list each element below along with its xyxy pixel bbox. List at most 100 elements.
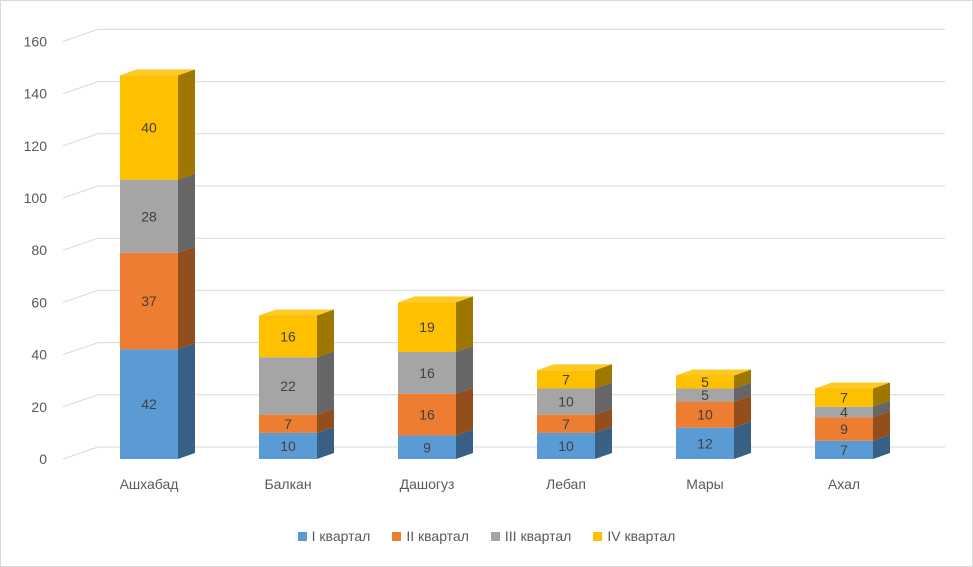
data-label: 40: [141, 120, 157, 136]
bar-segment-side: [317, 408, 334, 433]
data-label: 37: [141, 293, 157, 309]
y-tick-label: 0: [39, 451, 47, 467]
data-label: 5: [701, 374, 709, 390]
stacked-bar-chart: 0 20 40 60 80 100 120 140 160 42 37 28 40 Ашхабад 10 7 2…: [24, 28, 945, 492]
gridline: [62, 28, 945, 42]
bar-segment-side: [178, 246, 195, 350]
gridline: [62, 185, 945, 199]
bar-segment: [398, 302, 456, 352]
bar-segment-side: [317, 351, 334, 415]
bar-segment-top: [815, 382, 890, 389]
bar-segment-side: [595, 382, 612, 415]
bar-segment-side: [734, 395, 751, 428]
data-label: 10: [280, 438, 296, 454]
x-tick-label: Мары: [686, 476, 723, 492]
bar-segment: [676, 375, 734, 389]
bar-segment: [259, 432, 317, 459]
bar-segment-top: [259, 309, 334, 316]
data-label: 9: [423, 439, 431, 455]
y-tick-label: 60: [31, 294, 47, 310]
x-tick-label: Ахал: [828, 476, 860, 492]
data-label: 10: [697, 407, 713, 423]
legend-item-q2: II квартал: [392, 528, 469, 544]
data-label: 16: [280, 328, 296, 344]
bar-segment: [398, 393, 456, 436]
y-tick-label: 100: [24, 190, 48, 206]
bar-segment-side: [317, 426, 334, 459]
bar-segment: [259, 315, 317, 358]
data-label: 10: [558, 394, 574, 410]
bar-segment: [537, 388, 595, 415]
legend-swatch-q3: [490, 531, 500, 541]
gridline: [62, 394, 945, 408]
bar-segment-top: [398, 296, 473, 303]
legend-label-q3: III квартал: [504, 528, 572, 544]
bar-segment-side: [873, 400, 890, 418]
bar-segment-side: [456, 429, 473, 459]
bar-segment: [537, 370, 595, 389]
data-label: 16: [419, 407, 435, 423]
bar-segment: [120, 75, 178, 180]
data-label: 7: [562, 416, 570, 432]
gridline: [62, 446, 945, 460]
data-label: 42: [141, 396, 157, 412]
data-label: 4: [840, 404, 848, 420]
gridline: [62, 237, 945, 251]
data-label: 28: [141, 208, 157, 224]
chart-legend: I квартал II квартал III квартал IV квар…: [0, 525, 973, 547]
gridline: [62, 289, 945, 303]
y-tick-label: 120: [24, 138, 48, 154]
bar-segment-side: [178, 69, 195, 180]
bar-segment: [120, 179, 178, 253]
bar-segment-side: [456, 296, 473, 352]
legend-swatch-q1: [297, 531, 307, 541]
data-label: 19: [419, 319, 435, 335]
bar-segment: [398, 351, 456, 394]
legend-swatch-q2: [392, 531, 402, 541]
bar-segment: [815, 406, 873, 418]
bar-segment: [259, 414, 317, 433]
gridline: [62, 342, 945, 356]
legend-label-q4: IV квартал: [607, 528, 676, 544]
bar-segment: [120, 349, 178, 459]
bar-segment-side: [873, 411, 890, 441]
bar-segment: [815, 440, 873, 459]
legend-item-q4: IV квартал: [593, 528, 675, 544]
bar-segment: [537, 432, 595, 459]
data-label: 5: [701, 387, 709, 403]
data-label: 22: [280, 378, 296, 394]
bar-segment: [398, 435, 456, 459]
legend-item-q1: I квартал: [297, 528, 371, 544]
gridline: [62, 133, 945, 147]
bar-segment: [537, 414, 595, 433]
x-tick-label: Балкан: [264, 476, 311, 492]
bar-segment: [259, 357, 317, 415]
y-tick-label: 160: [24, 33, 48, 49]
x-tick-label: Ашхабад: [120, 476, 179, 492]
data-label: 7: [840, 390, 848, 406]
bar-segment-top: [120, 69, 195, 76]
bar-segment-side: [595, 364, 612, 389]
bar-segment: [676, 401, 734, 428]
bar-segment-top: [676, 369, 751, 376]
bar-segment-top: [537, 364, 612, 371]
legend-label-q2: II квартал: [406, 528, 469, 544]
bar-segment-side: [595, 408, 612, 433]
bar-segment-side: [317, 309, 334, 358]
bar-segment-side: [178, 343, 195, 459]
bar-segment: [815, 388, 873, 407]
legend-label-q1: I квартал: [311, 528, 371, 544]
legend-item-q3: III квартал: [490, 528, 572, 544]
bar-segment-side: [178, 173, 195, 253]
bar-segment-side: [456, 387, 473, 436]
bar-segment-side: [873, 382, 890, 407]
bar-segment-side: [734, 382, 751, 402]
bar-segment-side: [734, 421, 751, 459]
y-tick-label: 40: [31, 347, 47, 363]
bar-segment: [676, 427, 734, 459]
data-label: 10: [558, 438, 574, 454]
legend-swatch-q4: [593, 531, 603, 541]
bar-segment: [676, 388, 734, 402]
bar-segment-side: [734, 369, 751, 389]
